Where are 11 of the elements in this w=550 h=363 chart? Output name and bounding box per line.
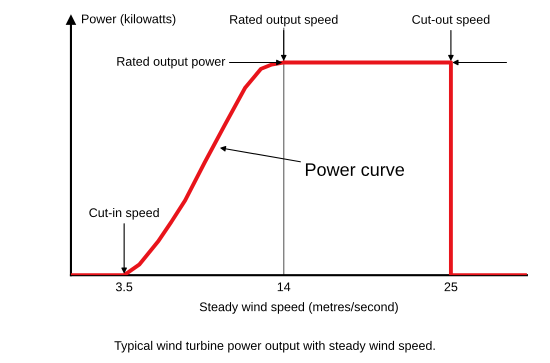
annotation: Power curve xyxy=(306,163,404,176)
x-tick-label: 25 xyxy=(444,282,458,292)
annotation: Cut-out speed xyxy=(412,14,490,26)
x-tick-label: 3.5 xyxy=(116,282,132,292)
y-axis-title: Power (kilowatts) xyxy=(82,14,176,26)
text: Typical wind turbine power output with steady wind speed. xyxy=(114,340,435,352)
x-tick-label: 14 xyxy=(278,282,290,292)
annotation: Cut-in speed xyxy=(89,208,159,220)
annotation: Rated output power xyxy=(117,56,226,68)
x-axis-title: Steady wind speed (metres/second) xyxy=(200,302,398,314)
annotation: Rated output speed xyxy=(230,14,338,26)
